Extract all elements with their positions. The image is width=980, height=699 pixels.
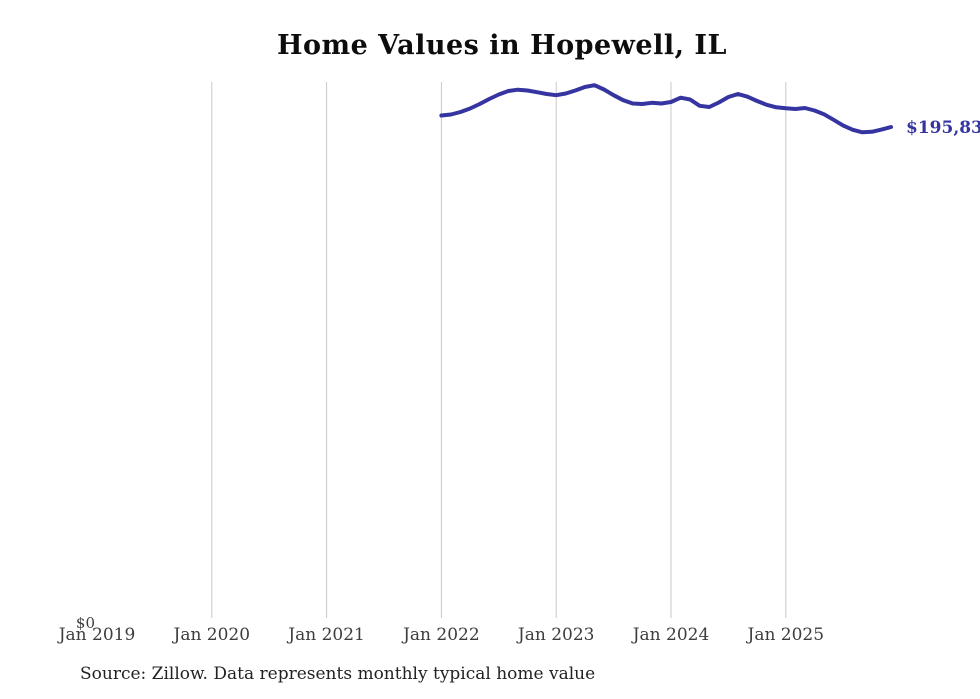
- chart-title: Home Values in Hopewell, IL: [276, 30, 727, 61]
- year-gridlines: [211, 82, 787, 618]
- x-tick-label: Jan 2019: [57, 625, 136, 645]
- x-tick-label: Jan 2024: [631, 625, 710, 645]
- home-value-line: [439, 83, 893, 135]
- latest-value-label: $195,830: [906, 118, 980, 138]
- x-tick-label: Jan 2023: [516, 625, 595, 645]
- x-tick-label: Jan 2020: [172, 625, 251, 645]
- x-tick-label: Jan 2025: [746, 625, 825, 645]
- x-tick-label: Jan 2021: [286, 625, 365, 645]
- y-axis-zero-label: $0: [76, 614, 95, 632]
- x-tick-label: Jan 2022: [401, 625, 480, 645]
- source-note: Source: Zillow. Data represents monthly …: [80, 664, 596, 684]
- x-axis-tick-labels: Jan 2019 Jan 2020 Jan 2021 Jan 2022 Jan 2023…: [57, 625, 824, 645]
